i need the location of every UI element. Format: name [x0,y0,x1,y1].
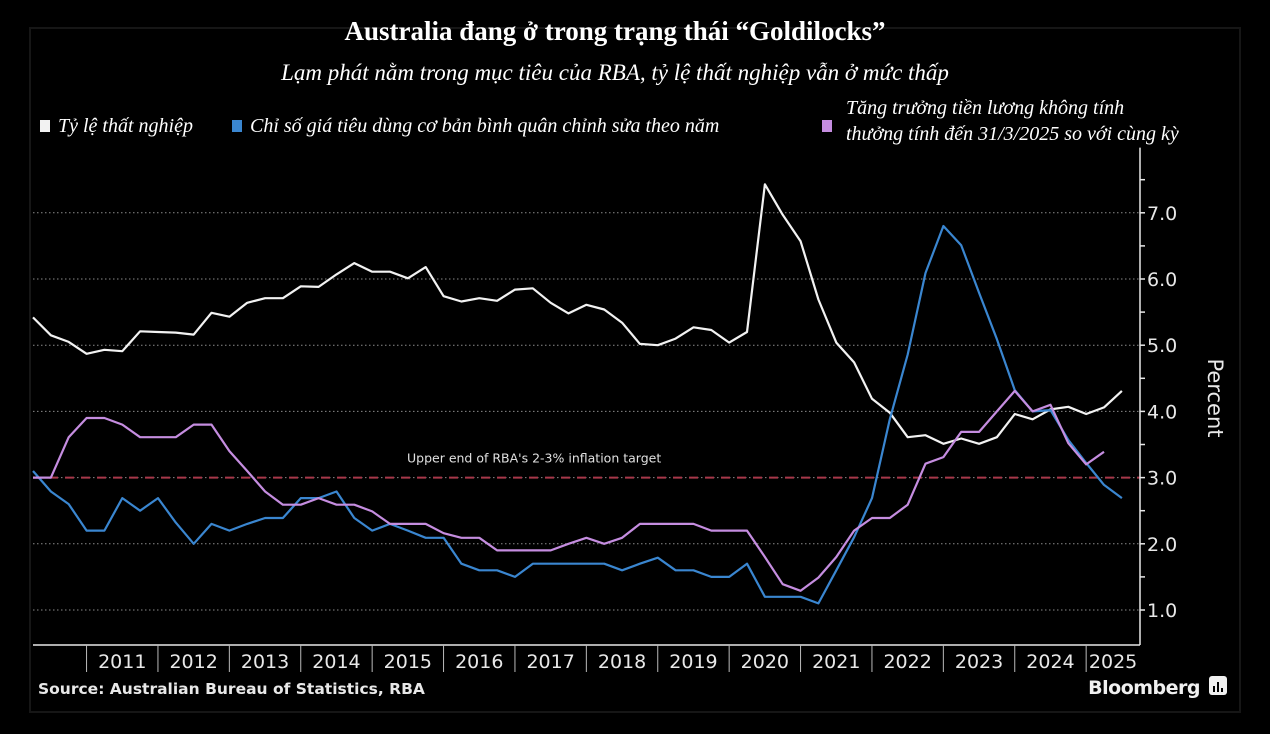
core-cpi-line [32,224,1123,605]
x-tick-label: 2023 [955,651,1003,673]
y-tick-label: 1.0 [1147,600,1177,622]
chart-subtitle: Lạm phát nằm trong mục tiêu của RBA, tỷ … [280,60,949,85]
x-tick-label: 2024 [1026,651,1074,673]
series-lines [32,183,1123,605]
y-tick-label: 2.0 [1147,534,1177,556]
legend-label-wage-growth-line2: thưởng tính đến 31/3/2025 so với cùng kỳ [846,123,1179,145]
y-tick-label: 3.0 [1147,468,1177,490]
unemployment-rate-line [32,183,1123,445]
legend-swatch-wage-growth [822,120,832,132]
x-tick-label: 2017 [526,651,574,673]
y-axis-label: Percent [1203,358,1227,437]
legend-label-wage-growth-line1: Tăng trưởng tiền lương không tính [846,97,1124,119]
reference-line-group: Upper end of RBA's 2-3% inflation target [33,451,1140,479]
x-tick-label: 2025 [1089,651,1137,673]
inflation-target-label: Upper end of RBA's 2-3% inflation target [407,451,661,466]
chart-panel [29,27,1241,713]
legend: Tỷ lệ thất nghiệp Chỉ số giá tiêu dùng c… [40,97,1179,145]
wage-growth-line [33,389,1105,592]
x-tick-label: 2020 [741,651,789,673]
legend-swatch-unemployment [40,120,50,132]
x-tick-label: 2022 [883,651,931,673]
y-axis: 1.0 2.0 3.0 4.0 5.0 6.0 7.0 [1139,147,1177,645]
y-tick-label: 5.0 [1147,335,1177,357]
y-tick-label: 4.0 [1147,401,1177,423]
y-tick-label: 7.0 [1147,203,1177,225]
legend-label-unemployment: Tỷ lệ thất nghiệp [58,115,193,137]
legend-label-core-cpi: Chỉ số giá tiêu dùng cơ bản bình quân ch… [250,115,719,137]
bloomberg-logo: Bloomberg [1088,677,1200,699]
x-tick-label: 2011 [98,651,146,673]
x-tick-label: 2013 [241,651,289,673]
x-tick-label: 2012 [169,651,217,673]
bloomberg-chart-icon [1209,676,1227,695]
chart-title: Australia đang ở trong trạng thái “Goldi… [344,16,885,46]
x-tick-label: 2021 [812,651,860,673]
x-tick-label: 2014 [312,651,360,673]
x-tick-label: 2019 [669,651,717,673]
legend-swatch-core-cpi [232,120,242,132]
source-note: Source: Australian Bureau of Statistics,… [38,680,425,698]
x-tick-label: 2015 [384,651,432,673]
x-tick-label: 2016 [455,651,503,673]
x-axis: 2011 2012 2013 2014 2015 2016 2017 2018 2019 2020… [33,644,1140,673]
x-tick-label: 2018 [598,651,646,673]
y-tick-label: 6.0 [1147,269,1177,291]
